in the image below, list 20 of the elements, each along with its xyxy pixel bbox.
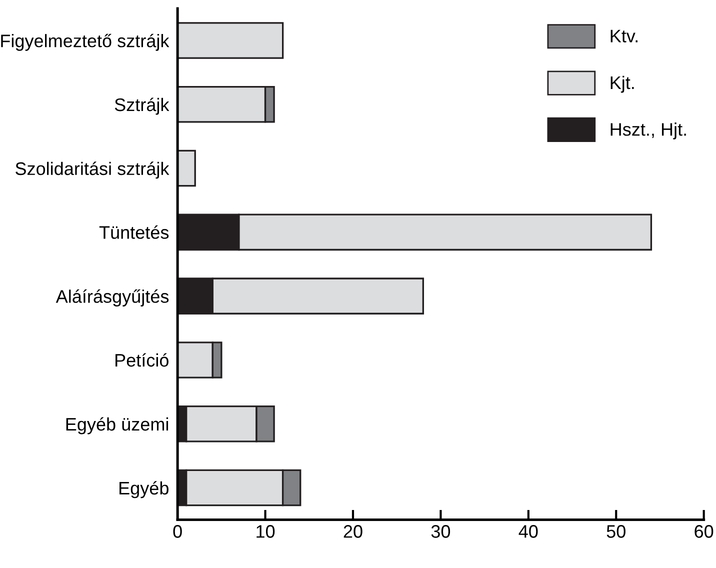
x-tick-label: 40 — [518, 525, 538, 538]
y-tick-label: Egyéb üzemi — [66, 417, 168, 434]
y-tick-label: Tüntetés — [99, 225, 169, 239]
bar — [178, 22, 284, 59]
x-tick-label: 60 — [694, 525, 714, 538]
legend-label: Kjt. — [610, 76, 634, 93]
legend-label: Ktv. — [610, 30, 638, 42]
x-tick-label: 0 — [173, 525, 182, 538]
legend-label: Hszt., Hjt. — [610, 122, 686, 140]
x-tick-label: 10 — [256, 525, 275, 538]
y-tick-label: Egyéb — [120, 481, 168, 498]
bar — [178, 150, 196, 187]
y-tick-label: Aláírásgyűjtés — [56, 289, 169, 306]
x-tick-label: 50 — [606, 525, 626, 538]
y-tick-label: Petíció — [116, 353, 168, 367]
y-tick-label: Sztrájk — [114, 98, 170, 115]
x-tick-label: 30 — [431, 525, 450, 538]
x-tick-label: 20 — [344, 525, 362, 538]
y-tick-label: Szolidaritási sztrájk — [16, 162, 170, 179]
y-tick-label: Figyelmeztető sztrájk — [1, 34, 170, 51]
